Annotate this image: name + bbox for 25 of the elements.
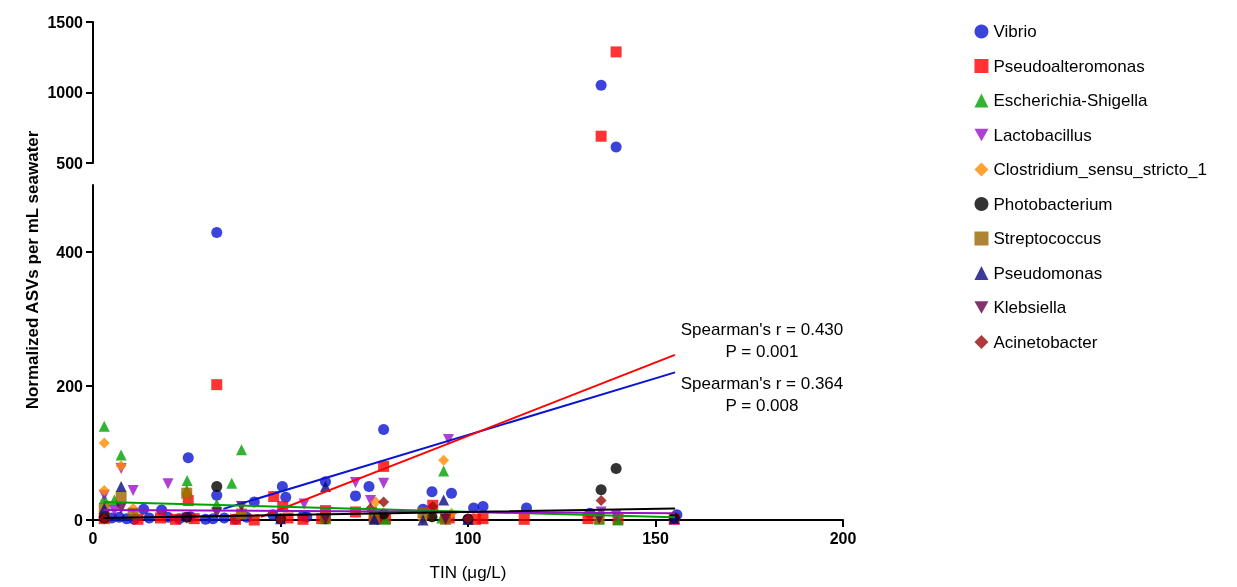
x-tick-label: 50	[271, 529, 290, 547]
x-axis-title: TIN (μg/L)	[429, 563, 507, 582]
legend-label: Acinetobacter	[993, 332, 1098, 352]
y-tick-label: 1500	[47, 13, 84, 31]
legend-label: Streptococcus	[993, 229, 1102, 248]
legend-label: Photobacterium	[993, 194, 1113, 214]
x-tick-label: 200	[829, 529, 857, 547]
y-tick-label: 200	[56, 377, 84, 395]
x-tick-label: 0	[88, 529, 98, 547]
y-tick-label: 500	[56, 154, 84, 172]
y-tick-label: 400	[56, 243, 84, 261]
legend-label: Escherichia-Shigella	[993, 91, 1149, 110]
annotation: Spearman's r = 0.364 P = 0.008	[680, 373, 844, 415]
legend-label: Vibrio	[993, 22, 1037, 41]
legend-label: Pseudoalteromonas	[993, 56, 1145, 76]
x-tick-label: 100	[454, 529, 482, 547]
legend-label: Clostridium_sensu_stricto_1	[993, 160, 1208, 179]
x-tick-label: 150	[642, 529, 669, 547]
legend-label: Klebsiella	[993, 298, 1067, 317]
legend-label: Pseudomonas	[993, 263, 1103, 283]
annotation: Spearman's r = 0.430 P = 0.001	[680, 319, 844, 361]
y-tick-label: 0	[74, 511, 84, 529]
y-axis-title: Normalized ASVs per mL seawater	[22, 130, 42, 410]
legend-label: Lactobacillus	[993, 125, 1092, 145]
y-tick-label: 1000	[47, 84, 84, 101]
